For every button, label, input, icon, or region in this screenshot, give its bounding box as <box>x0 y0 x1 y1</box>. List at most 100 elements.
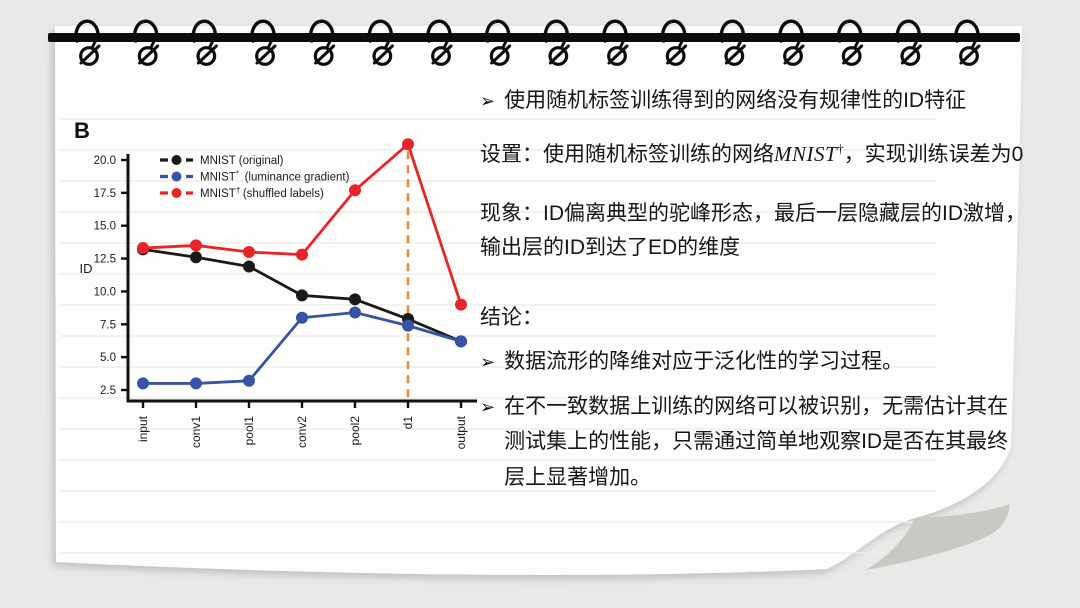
x-tick-label: pool1 <box>242 416 256 446</box>
ring-leg <box>207 35 217 49</box>
ring-loop <box>724 46 745 66</box>
ring-slash <box>959 44 981 65</box>
binding-ring <box>895 19 922 66</box>
ring-leg <box>501 35 511 49</box>
mnist-math-symbol: MNIST <box>774 142 838 167</box>
ring-loop <box>665 46 686 66</box>
ring-slash <box>431 44 453 65</box>
binding-ring <box>191 19 218 66</box>
ring-slash <box>842 44 864 65</box>
data-point <box>402 319 414 332</box>
ring-arch <box>836 19 863 43</box>
ring-slash <box>783 44 805 65</box>
binding-ring <box>132 19 160 66</box>
note-setup-suffix: ，实现训练误差为0 <box>843 143 1024 167</box>
ring-leg <box>618 35 628 49</box>
ring-arch <box>191 19 218 43</box>
data-point <box>402 138 414 151</box>
legend-item: MNIST† (shuffled labels) <box>160 185 324 200</box>
notes-column: ➢ 使用随机标签训练得到的网络没有规律性的ID特征 设置：使用随机标签训练的网络… <box>480 86 1028 496</box>
ring-loop <box>79 46 99 66</box>
conclusion-item: ➢ 在不一致数据上训练的网络可以被识别，无需估计其在测试集上的性能，只需通过简单… <box>480 389 1028 496</box>
binding-ring <box>778 19 805 66</box>
ring-leg <box>853 35 863 49</box>
binding-ring <box>602 19 629 66</box>
ring-loop <box>255 46 275 66</box>
ring-arch <box>250 19 276 43</box>
series-line <box>142 142 463 306</box>
y-tick-label: 12.5 <box>94 254 116 266</box>
data-point <box>137 377 149 390</box>
note-phenomenon: 现象：ID偏离典型的驼峰形态，最后一层隐藏层的ID激增，输出层的ID到达了ED的… <box>480 202 1026 260</box>
ring-arch <box>602 19 628 43</box>
ring-slash <box>724 44 746 65</box>
ring-slash <box>255 44 277 65</box>
ring-loop <box>548 46 569 66</box>
conclusion-item-text: 数据流形的降维对应于泛化性的学习过程。 <box>504 349 904 373</box>
ring-arch <box>778 19 804 43</box>
ring-slash <box>666 44 688 65</box>
x-tick-label: input <box>136 415 150 442</box>
x-tick-label: d1 <box>401 416 415 430</box>
ring-slash <box>196 44 218 65</box>
dagger-superscript: † <box>837 141 844 157</box>
ring-arch <box>132 19 159 43</box>
ring-slash <box>79 44 101 65</box>
data-point <box>243 260 255 273</box>
ring-leg <box>911 35 921 49</box>
data-point <box>137 242 149 255</box>
legend-label: MNIST* (luminance gradient) <box>200 169 350 184</box>
data-point <box>296 248 308 261</box>
ring-loop <box>783 46 803 66</box>
ring-leg <box>442 35 452 49</box>
ring-loop <box>196 46 217 66</box>
ring-arch <box>954 19 980 43</box>
ring-leg <box>90 35 100 49</box>
note-setup: 设置：使用随机标签训练的网络MNIST†，实现训练误差为0 <box>480 140 1028 170</box>
chart-figure: B 2.5 5.0 7.5 10.0 12.5 15.0 17.5 20.0 ID input con… <box>74 118 477 449</box>
ring-loop <box>607 46 627 66</box>
ring-loop <box>372 46 393 66</box>
ring-slash <box>490 44 512 65</box>
arrow-bullet-icon: ➢ <box>480 351 496 372</box>
legend-marker-dot <box>171 188 182 198</box>
ring-slash <box>138 44 160 65</box>
legend-item: MNIST* (luminance gradient) <box>160 169 350 184</box>
y-tick-label: 5.0 <box>100 352 116 364</box>
ring-slash <box>607 44 629 65</box>
data-point <box>190 377 202 390</box>
notebook-ruled-lines <box>60 118 936 554</box>
ring-slash <box>900 44 922 65</box>
spiral-binding <box>48 19 1020 66</box>
ring-arch <box>484 19 511 43</box>
x-tick-label: conv1 <box>189 416 203 448</box>
arrow-bullet-icon: ➢ <box>480 91 496 111</box>
data-point <box>349 184 361 197</box>
note-top-bullet-text: 使用随机标签训练得到的网络没有规律性的ID特征 <box>504 89 967 112</box>
data-point <box>243 246 255 258</box>
ring-leg <box>970 35 980 49</box>
x-tick-label: output <box>454 415 468 449</box>
panel-label: B <box>74 118 90 143</box>
binding-ring <box>836 19 864 66</box>
data-point <box>190 251 202 264</box>
y-tick-label: 2.5 <box>100 385 116 397</box>
binding-ring <box>308 19 336 66</box>
binding-ring <box>74 19 101 66</box>
note-top-bullet: ➢ 使用随机标签训练得到的网络没有规律性的ID特征 <box>480 86 1028 116</box>
legend-marker-dot <box>171 155 182 165</box>
conclusion-item-text: 在不一致数据上训练的网络可以被识别，无需估计其在测试集上的性能，只需通过简单地观… <box>504 394 1009 490</box>
ring-arch <box>426 19 452 43</box>
data-point <box>243 374 255 387</box>
ring-loop <box>959 46 979 66</box>
y-tick-label: 10.0 <box>94 286 116 298</box>
ring-leg <box>266 35 276 49</box>
ring-slash <box>372 44 394 65</box>
arrow-bullet-icon: ➢ <box>480 396 496 417</box>
x-tick-label: conv2 <box>295 416 309 448</box>
legend-label: MNIST (original) <box>200 155 284 167</box>
legend-marker-dot <box>171 171 182 182</box>
ring-slash <box>548 44 570 65</box>
binding-bar <box>48 33 1020 42</box>
